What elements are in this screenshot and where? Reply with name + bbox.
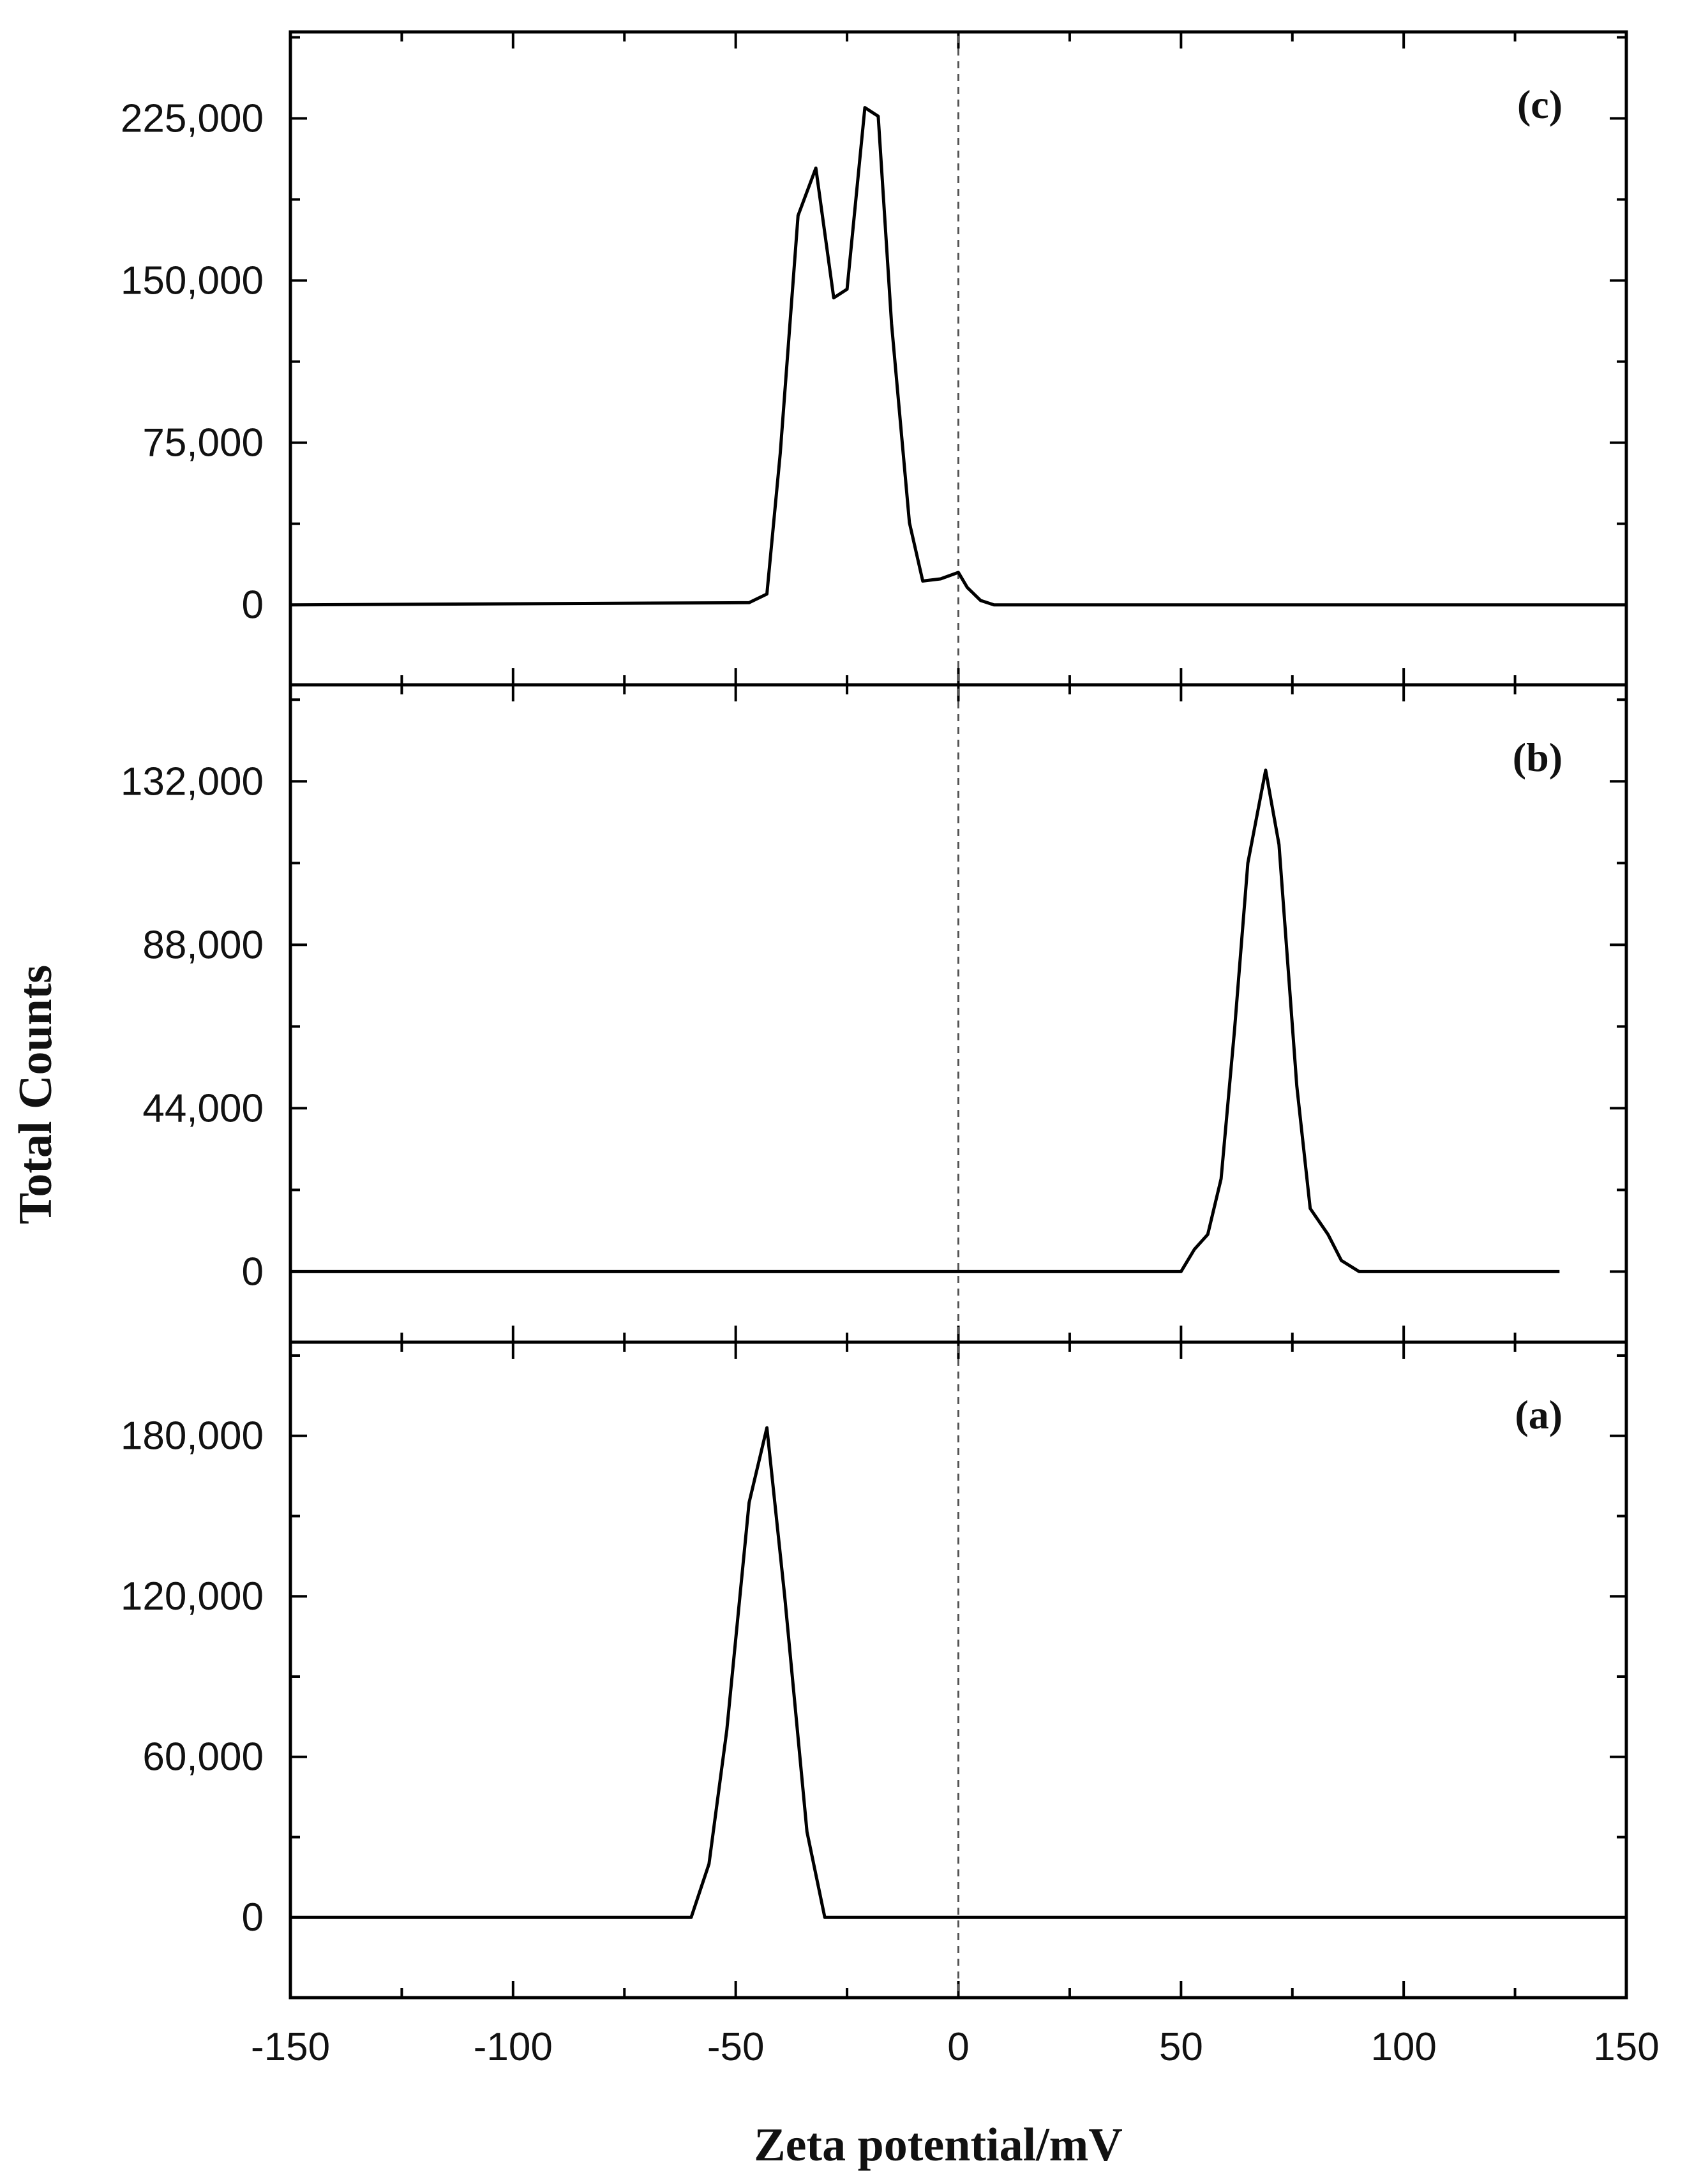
y-tick-label: 120,000 [121, 1574, 264, 1619]
y-tick-label: 225,000 [121, 96, 264, 140]
chart-panels: 0 75,000 150,000 225,000 (c) 0 44,000 88,000 132… [121, 30, 1628, 2000]
y-tick-label: 180,000 [121, 1414, 264, 1458]
panel-label: (a) [1515, 1392, 1563, 1437]
y-tick-label: 0 [242, 583, 264, 627]
panel-c: 0 75,000 150,000 225,000 (c) [121, 30, 1628, 687]
y-tick-label: 44,000 [142, 1086, 264, 1130]
series-line [290, 768, 1560, 1273]
x-tick-label: 150 [1593, 2025, 1659, 2069]
x-tick-label: 100 [1370, 2025, 1436, 2069]
series-line [290, 106, 1626, 607]
panel-label: (c) [1517, 82, 1563, 127]
x-axis-title: Zeta potential/mV [754, 2119, 1123, 2171]
x-axis: -150 -100 -50 0 50 100 150 [251, 2025, 1660, 2069]
y-tick-label: 132,000 [121, 759, 264, 804]
y-tick-label: 60,000 [142, 1735, 264, 1779]
x-tick-label: -150 [251, 2025, 330, 2069]
panel-label: (b) [1513, 735, 1563, 780]
x-tick-label: 0 [947, 2025, 969, 2069]
x-tick-label: -50 [707, 2025, 765, 2069]
y-tick-label: 150,000 [121, 259, 264, 303]
y-tick-label: 88,000 [142, 923, 264, 967]
x-tick-label: 50 [1159, 2025, 1203, 2069]
panel-b: 0 44,000 88,000 132,000 (b) [121, 683, 1628, 1344]
y-axis-title: Total Counts [10, 965, 62, 1224]
x-tick-label: -100 [474, 2025, 553, 2069]
y-tick-label: 0 [242, 1896, 264, 1940]
y-tick-label: 75,000 [142, 421, 264, 465]
panel-a: 0 60,000 120,000 180,000 (a) [121, 1340, 1628, 2000]
y-tick-label: 0 [242, 1250, 264, 1294]
series-line [290, 1426, 1626, 1919]
